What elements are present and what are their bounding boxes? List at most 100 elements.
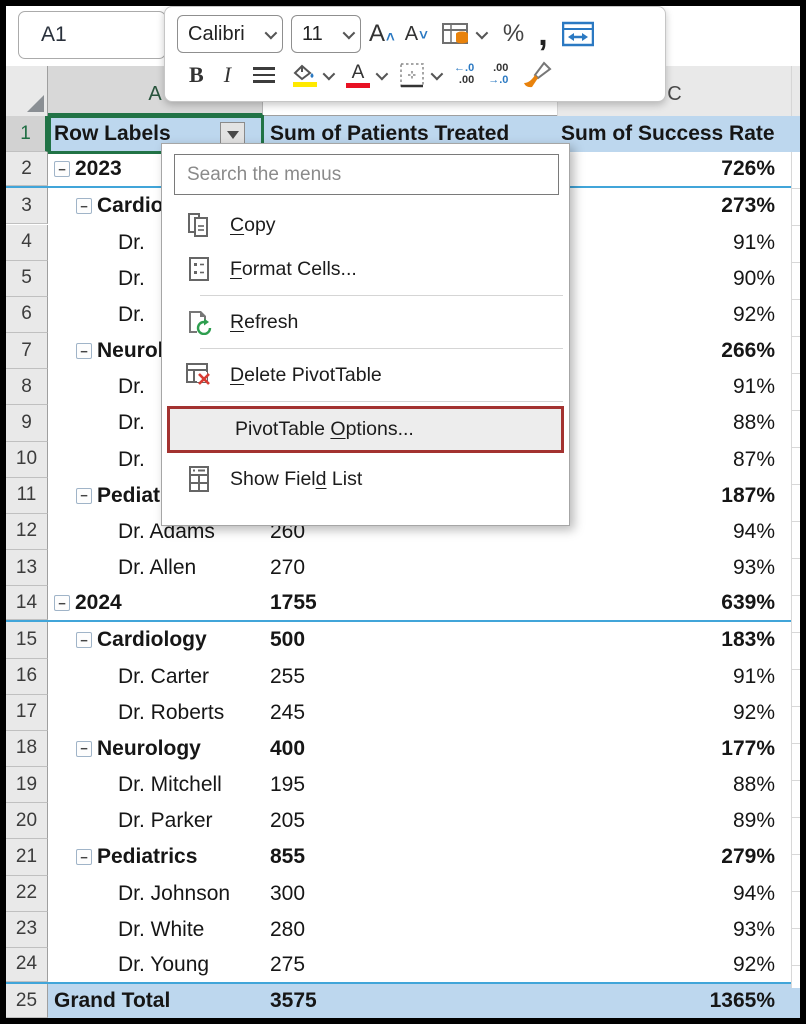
row-header[interactable]: 11 — [6, 477, 48, 514]
row-label-cell[interactable]: − Neurology — [48, 731, 263, 767]
patients-cell[interactable]: 855 — [270, 845, 306, 869]
collapse-button[interactable]: − — [76, 198, 92, 215]
menu-item-copy[interactable]: Copy — [162, 203, 569, 247]
row-header[interactable]: 16 — [6, 658, 48, 695]
row-label-cell[interactable]: Dr. Allen — [118, 556, 197, 580]
comma-style-button[interactable]: , — [538, 14, 548, 53]
success-cell[interactable]: 177% — [721, 736, 775, 760]
row-header[interactable]: 22 — [6, 875, 48, 912]
bold-button[interactable]: B — [189, 62, 204, 87]
row-label-cell[interactable]: −2023 — [48, 152, 263, 186]
patients-cell[interactable]: 1755 — [270, 591, 317, 615]
name-box[interactable]: A1 — [18, 11, 166, 59]
row-header[interactable]: 12 — [6, 513, 48, 551]
decrease-decimal-button[interactable]: .00 →.0 — [488, 62, 509, 86]
cell-sum-success[interactable]: Sum of Success Rate — [557, 116, 791, 152]
italic-button[interactable]: I — [223, 62, 232, 87]
success-cell[interactable]: 187% — [721, 483, 775, 507]
menu-item-show-field-list[interactable]: Show Field List — [162, 457, 569, 501]
row-header[interactable]: 5 — [6, 260, 48, 297]
font-size-dropdown[interactable]: 11 — [291, 15, 361, 53]
collapse-button[interactable]: − — [76, 849, 92, 866]
row-label-cell[interactable]: Dr. — [118, 411, 145, 435]
increase-decimal-button[interactable]: ←.0 .00 — [454, 62, 475, 86]
row-label-cell[interactable]: Dr. Young — [118, 952, 210, 976]
patients-cell[interactable]: 245 — [270, 700, 306, 724]
row-header[interactable]: 21 — [6, 839, 48, 876]
row-label-cell[interactable]: Grand Total — [48, 984, 263, 1018]
patients-cell[interactable]: 195 — [270, 773, 306, 797]
row-label-cell[interactable]: Dr. Mitchell — [118, 773, 222, 797]
row-label-cell[interactable]: Dr. Carter — [118, 664, 210, 688]
borders-button[interactable] — [399, 62, 444, 88]
autofit-column-width-button[interactable] — [561, 21, 594, 47]
patients-cell[interactable]: 280 — [270, 917, 306, 941]
row-header[interactable]: 13 — [6, 550, 48, 587]
success-cell[interactable]: 183% — [721, 628, 775, 652]
row-label-cell[interactable]: Dr. — [118, 375, 145, 399]
patients-cell[interactable]: 270 — [270, 556, 306, 580]
row-label-cell[interactable]: Dr. — [118, 266, 145, 290]
row-labels-filter-button[interactable] — [220, 122, 245, 147]
success-cell[interactable]: 93% — [732, 556, 775, 580]
success-cell[interactable]: 88% — [732, 773, 775, 797]
success-cell[interactable]: 87% — [732, 447, 775, 471]
menu-item-format-cells[interactable]: Format Cells... — [162, 247, 569, 291]
row-header[interactable]: 24 — [6, 947, 48, 983]
percent-style-button[interactable]: % — [502, 20, 525, 47]
row-label-cell[interactable]: −2024 — [48, 586, 263, 620]
collapse-button[interactable]: − — [54, 595, 70, 612]
column-header-d[interactable] — [791, 66, 800, 116]
success-cell[interactable]: 266% — [721, 339, 775, 363]
row-header[interactable]: 2 — [6, 152, 48, 187]
row-label-cell[interactable]: − Pediatrics — [48, 839, 263, 875]
success-cell[interactable]: 1365% — [557, 984, 791, 1018]
success-cell[interactable]: 273% — [721, 194, 775, 218]
row-label-cell[interactable]: Dr. — [118, 230, 145, 254]
search-input[interactable] — [174, 154, 559, 195]
row-header[interactable]: 7 — [6, 333, 48, 370]
patients-cell[interactable]: 275 — [270, 952, 306, 976]
collapse-button[interactable]: − — [76, 343, 92, 360]
patients-cell[interactable]: 400 — [270, 736, 306, 760]
row-header[interactable]: 10 — [6, 441, 48, 478]
row-header[interactable]: 19 — [6, 767, 48, 804]
success-cell[interactable]: 92% — [732, 952, 775, 976]
row-label-cell[interactable]: Dr. Roberts — [118, 700, 225, 724]
collapse-button[interactable]: − — [76, 632, 92, 649]
font-name-dropdown[interactable]: Calibri — [177, 15, 283, 53]
row-header[interactable]: 17 — [6, 694, 48, 731]
row-header[interactable]: 3 — [6, 188, 48, 225]
font-color-button[interactable]: A — [346, 63, 389, 88]
menu-item-delete-pivottable[interactable]: Delete PivotTable — [162, 353, 569, 397]
row-header[interactable]: 6 — [6, 296, 48, 333]
success-cell[interactable]: 93% — [732, 917, 775, 941]
success-cell[interactable]: 88% — [732, 411, 775, 435]
row-header[interactable]: 18 — [6, 730, 48, 768]
row-label-cell[interactable]: Dr. Parker — [118, 809, 213, 833]
row-header[interactable]: 8 — [6, 369, 48, 406]
select-all-button[interactable] — [6, 66, 48, 116]
row-label-cell[interactable]: Dr. — [118, 302, 145, 326]
menu-item-pivottable-options[interactable]: PivotTable Options... — [167, 406, 564, 453]
menu-item-refresh[interactable]: Refresh — [162, 300, 569, 344]
patients-cell[interactable]: 500 — [270, 628, 306, 652]
success-cell[interactable]: 89% — [732, 809, 775, 833]
increase-font-size-button[interactable]: A ˄ — [369, 20, 395, 47]
row-header-1[interactable]: 1 — [6, 116, 48, 152]
collapse-button[interactable]: − — [76, 740, 92, 757]
success-cell[interactable]: 279% — [721, 845, 775, 869]
row-label-cell[interactable]: Dr. Johnson — [118, 881, 231, 905]
row-header[interactable]: 23 — [6, 911, 48, 948]
row-header[interactable]: 20 — [6, 803, 48, 840]
success-cell[interactable]: 94% — [732, 519, 775, 543]
align-button[interactable] — [253, 67, 276, 83]
collapse-button[interactable]: − — [54, 161, 70, 178]
row-label-cell[interactable]: Dr. White — [118, 917, 205, 941]
fill-color-button[interactable] — [293, 64, 336, 87]
success-cell[interactable]: 639% — [721, 591, 775, 615]
row-header[interactable]: 4 — [6, 224, 48, 261]
row-header[interactable]: 14 — [6, 586, 48, 621]
success-cell[interactable]: 90% — [732, 266, 775, 290]
patients-cell[interactable]: 255 — [270, 664, 306, 688]
